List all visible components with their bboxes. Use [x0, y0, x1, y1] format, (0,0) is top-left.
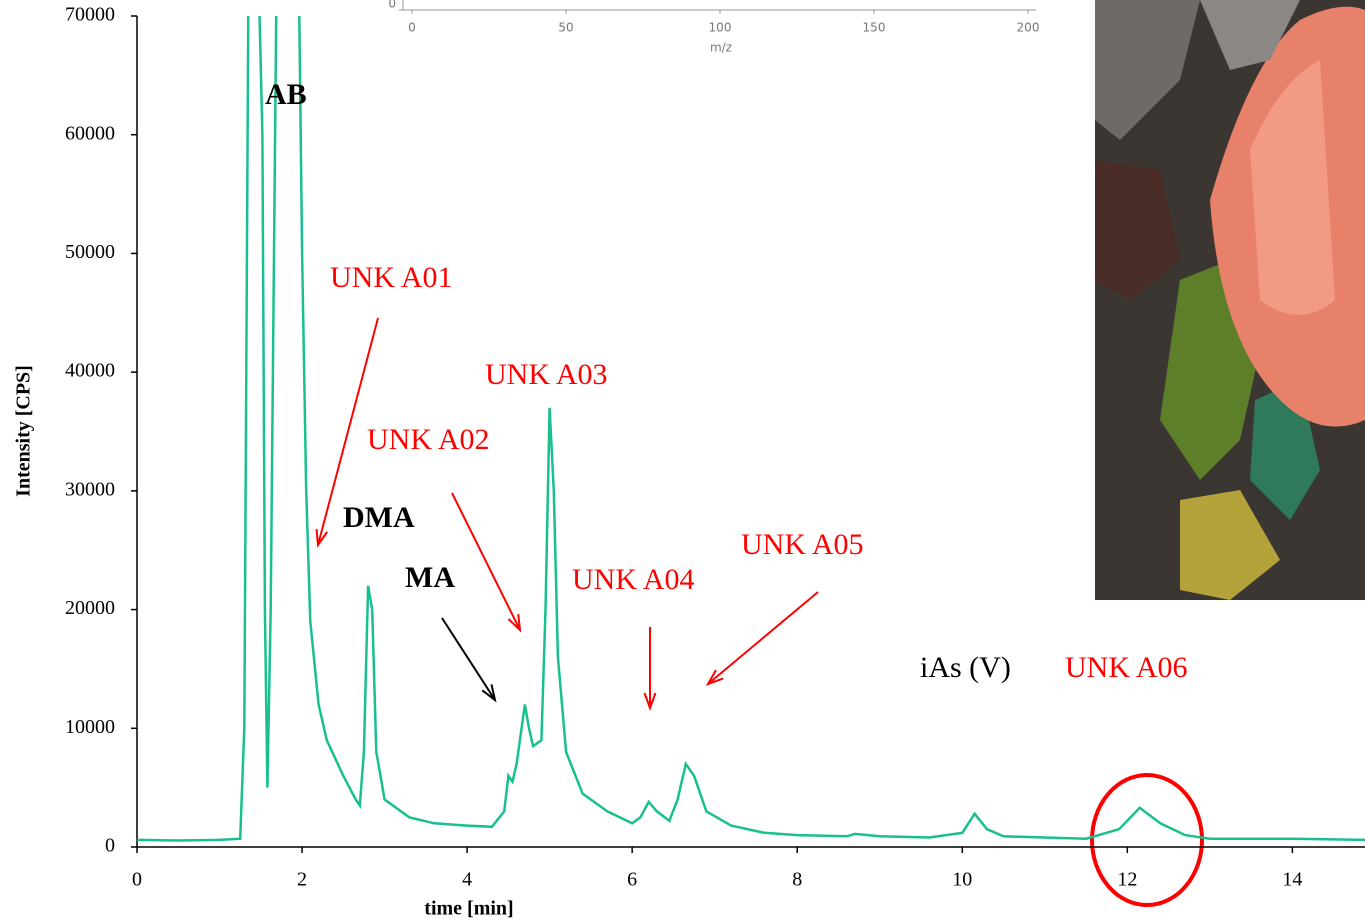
inset-y-tick-label: 0	[388, 0, 396, 11]
y-tick-label: 40000	[65, 360, 115, 382]
photo	[1095, 0, 1365, 600]
y-tick-label: 70000	[65, 4, 115, 26]
annotation: iAs (V)	[920, 651, 1011, 684]
annotation: UNK A03	[485, 358, 608, 391]
inset-x-tick-label: 0	[408, 21, 416, 35]
x-tick-label: 14	[1282, 869, 1302, 891]
arrow-shaft	[441, 617, 496, 701]
arrow-shaft	[317, 317, 379, 546]
y-axis-title: Intensity [CPS]	[13, 365, 35, 497]
x-axis-title: time [min]	[424, 898, 513, 920]
arrow-head	[481, 684, 497, 703]
inset-x-tick-label: 200	[1017, 21, 1040, 35]
arrow-head	[643, 692, 657, 711]
x-tick-label: 6	[627, 869, 637, 891]
arrow-head	[315, 528, 328, 548]
annotation: UNK A06	[1065, 651, 1188, 684]
chromatogram-line	[137, 16, 1365, 842]
x-tick-label: 8	[792, 869, 802, 891]
annotation: UNK A04	[572, 563, 695, 596]
arrow-head	[705, 669, 724, 686]
x-tick-label: 12	[1117, 869, 1137, 891]
x-tick-label: 4	[462, 869, 472, 891]
y-tick-label: 30000	[65, 478, 115, 500]
highlight-circle	[1090, 773, 1204, 907]
arrow-head	[507, 613, 522, 633]
annotation: UNK A05	[741, 528, 864, 561]
annotation: UNK A02	[367, 423, 490, 456]
arrow-shaft	[451, 492, 521, 631]
y-tick-label: 0	[105, 835, 115, 857]
arrow-shaft	[707, 591, 819, 685]
y-tick-label: 20000	[65, 597, 115, 619]
x-tick-label: 2	[297, 869, 307, 891]
annotation: AB	[265, 78, 307, 111]
y-tick-label: 60000	[65, 122, 115, 144]
inset-x-tick-label: 50	[558, 21, 573, 35]
annotation: DMA	[343, 501, 415, 534]
annotation: MA	[405, 561, 455, 594]
inset-x-tick-label: 100	[709, 21, 732, 35]
inset-x-tick-label: 150	[863, 21, 886, 35]
x-tick-label: 0	[132, 869, 142, 891]
y-tick-label: 10000	[65, 716, 115, 738]
annotation: UNK A01	[330, 261, 453, 294]
x-tick-label: 10	[952, 869, 972, 891]
inset-x-axis-title: m/z	[710, 41, 732, 55]
y-tick-label: 50000	[65, 241, 115, 263]
